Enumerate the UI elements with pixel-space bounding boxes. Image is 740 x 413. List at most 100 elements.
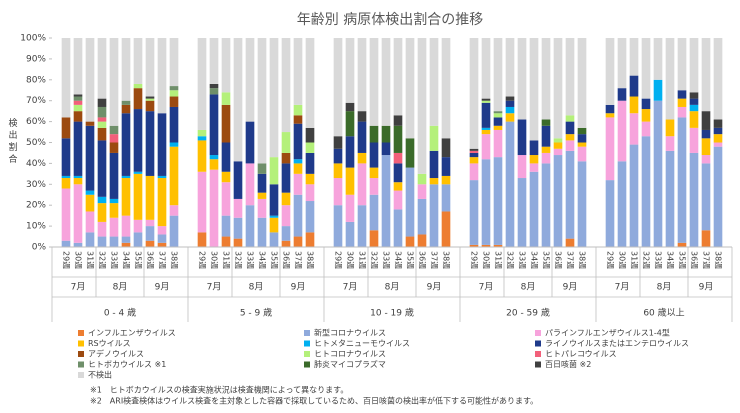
legend-swatch [304, 340, 310, 347]
bar-segment [417, 38, 427, 174]
week-label: 33週 [654, 251, 663, 269]
group-label: 20 - 59 歳 [506, 307, 550, 319]
bar-segment [333, 178, 343, 206]
bar-segment [577, 38, 587, 128]
bar-segment [529, 163, 539, 172]
week-label: 32週 [506, 251, 515, 269]
bar-segment [197, 232, 207, 247]
chart-title: 年齢別 病原体検出割合の推移 [297, 11, 483, 28]
bar-segment [169, 90, 179, 97]
bar-segment [565, 238, 575, 247]
bar-segment [641, 98, 651, 110]
bar-segment [481, 102, 491, 128]
bar-segment [281, 205, 291, 227]
bar-segment [121, 236, 131, 243]
bar-segment [369, 194, 379, 231]
bar-segment [505, 121, 515, 247]
bar-segment [553, 38, 563, 139]
bar-segment [345, 102, 355, 112]
bar-segment [221, 104, 231, 143]
bar-segment [109, 198, 119, 204]
y-tick-label: 90% [26, 54, 46, 64]
bar-segment [121, 38, 131, 101]
bar-segment [689, 104, 699, 112]
bar-segment [405, 236, 415, 247]
week-label: 38週 [578, 251, 587, 269]
bar-segment [493, 125, 503, 130]
bar-segment [73, 111, 83, 122]
bar-segment [281, 38, 291, 133]
bar-segment [441, 184, 451, 212]
bar-segment [293, 123, 303, 160]
bar-segment [109, 236, 119, 247]
bar-segment [369, 125, 379, 143]
bar-segment [73, 121, 83, 176]
bar-segment [505, 38, 515, 97]
footnote: ※1 ヒトボカウイルスの検査実施状況は検査機関によって異なります。 [90, 385, 348, 395]
bar-segment [221, 142, 231, 172]
bar-segment [85, 125, 95, 191]
bar-segment [333, 38, 343, 137]
bar-segment [665, 119, 675, 137]
bar-segment [369, 230, 379, 247]
week-label: 32週 [234, 251, 243, 269]
bar-segment [73, 94, 83, 97]
week-label: 33週 [518, 251, 527, 269]
bar-segment [109, 142, 119, 153]
week-label: 35週 [678, 251, 687, 269]
bar-segment [405, 138, 415, 168]
bar-segment [221, 38, 231, 93]
bar-segment [653, 79, 663, 101]
bar-segment [677, 242, 687, 247]
bar-segment [209, 88, 219, 95]
bar-segment [209, 94, 219, 156]
bar-segment [441, 38, 451, 139]
week-label: 30週 [482, 251, 491, 269]
bar-segment [233, 217, 243, 239]
week-label: 29週 [334, 251, 343, 269]
bar-segment [257, 198, 267, 218]
bar-segment [145, 100, 155, 112]
legend-label: RSウイルス [88, 339, 131, 348]
bar-segment [109, 134, 119, 143]
bar-segment [529, 155, 539, 164]
bar-segment [689, 98, 699, 105]
bar-segment [133, 88, 143, 110]
bar-segment [469, 150, 479, 153]
bar-segment [293, 115, 303, 124]
month-label: 7月 [207, 282, 222, 293]
bar-segment [689, 127, 699, 153]
bar-segment [85, 38, 95, 122]
bar-segment [417, 173, 427, 185]
bar-segment [345, 111, 355, 137]
bar-segment [257, 217, 267, 247]
week-label: 31週 [494, 251, 503, 269]
bar-segment [541, 163, 551, 247]
bar-segment [605, 117, 615, 181]
bar-segment [713, 146, 723, 247]
week-label: 34週 [530, 251, 539, 269]
bar-segment [257, 192, 267, 199]
bar-segment [481, 98, 491, 101]
bar-segment [305, 232, 315, 247]
bar-segment [505, 106, 515, 114]
week-label: 30週 [74, 251, 83, 269]
bar-segment [61, 175, 71, 179]
bar-segment [333, 205, 343, 247]
bar-segment [701, 155, 711, 164]
bar-segment [97, 221, 107, 237]
bar-segment [677, 117, 687, 243]
bar-segment [541, 125, 551, 147]
legend-label: ライノウイルスまたはエンテロウイルス [545, 339, 689, 348]
bar-segment [565, 150, 575, 239]
legend-label: アデノウイルス [88, 349, 144, 359]
bar-segment [245, 38, 255, 122]
week-label: 33週 [382, 251, 391, 269]
legend-label: 肺炎マイコプラズマ [314, 359, 386, 369]
bar-segment [61, 240, 71, 247]
week-label: 35週 [406, 251, 415, 269]
legend-swatch [535, 351, 541, 357]
bar-segment [677, 90, 687, 99]
bar-segment [109, 217, 119, 237]
bar-segment [169, 106, 179, 143]
